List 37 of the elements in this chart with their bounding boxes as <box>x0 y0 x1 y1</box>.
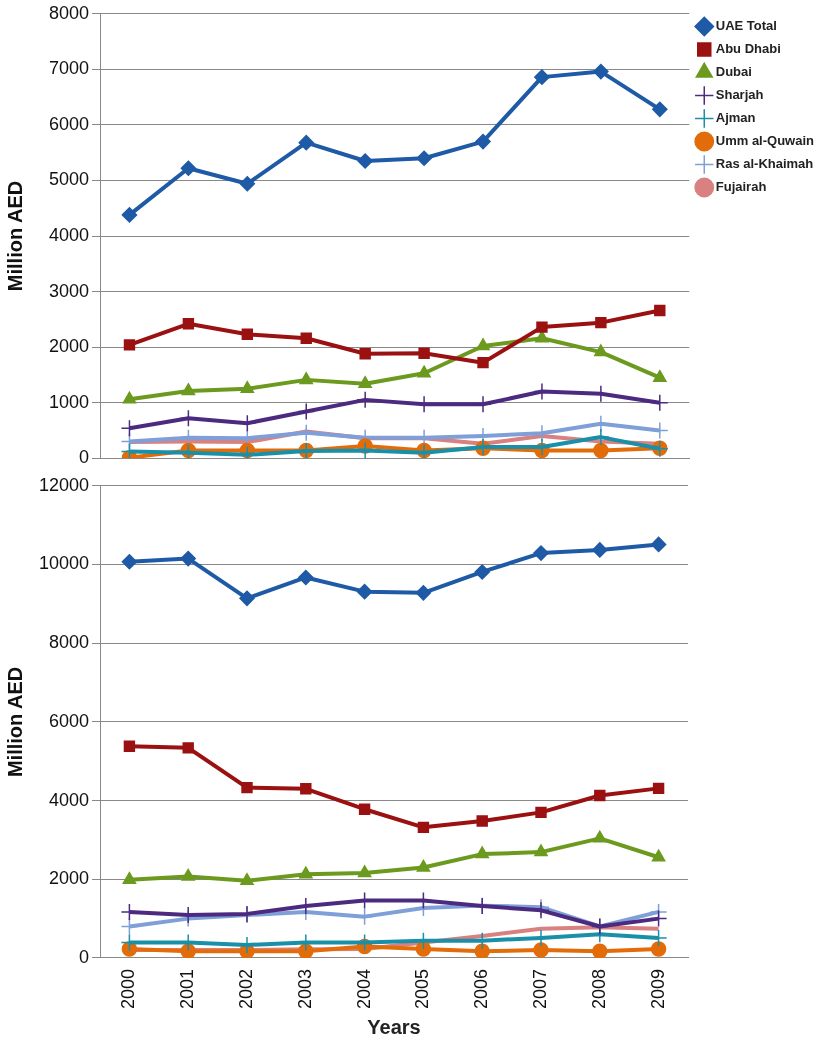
y-tick-label: 4000 <box>48 224 89 245</box>
y-tick-label: 0 <box>78 447 89 468</box>
x-tick-label: 2001 <box>177 968 198 1009</box>
legend-label: Abu Dhabi <box>715 41 781 57</box>
y-tick-label: 2000 <box>48 336 89 357</box>
legend-label: Ajman <box>715 110 756 126</box>
legend-label: Umm al-Quwain <box>715 133 815 149</box>
x-tick-label: 2006 <box>471 968 492 1009</box>
legend-label: Ras al-Khaimah <box>715 156 814 172</box>
y-axis-title: Million AED <box>3 180 26 292</box>
y-tick-label: 8000 <box>48 2 89 23</box>
y-tick-label: 5000 <box>48 169 89 190</box>
y-tick-label: 7000 <box>48 58 89 79</box>
x-tick-label: 2004 <box>353 968 374 1009</box>
legend-label: Sharjah <box>715 87 764 103</box>
legend-label: Dubai <box>715 64 752 80</box>
y-tick-label: 6000 <box>48 710 89 731</box>
y-tick-label: 6000 <box>48 113 89 134</box>
y-tick-label: 12000 <box>38 474 89 495</box>
y-tick-label: 3000 <box>48 280 89 301</box>
x-tick-label: 2009 <box>647 968 668 1009</box>
x-tick-label: 2008 <box>588 968 609 1009</box>
y-tick-label: 2000 <box>48 868 89 889</box>
y-axis-title: Million AED <box>3 666 26 778</box>
legend-label: UAE Total <box>715 18 777 34</box>
x-tick-label: 2005 <box>412 968 433 1009</box>
x-tick-label: 2000 <box>118 968 139 1009</box>
x-axis-title: Years <box>367 1015 421 1038</box>
y-tick-label: 10000 <box>38 553 89 574</box>
y-tick-label: 1000 <box>48 391 89 412</box>
x-tick-label: 2002 <box>235 968 256 1009</box>
x-tick-label: 2007 <box>529 968 550 1009</box>
x-tick-label: 2003 <box>294 968 315 1009</box>
y-tick-label: 0 <box>78 946 89 967</box>
y-tick-label: 4000 <box>48 789 89 810</box>
legend-label: Fujairah <box>715 179 767 195</box>
y-tick-label: 8000 <box>48 632 89 653</box>
